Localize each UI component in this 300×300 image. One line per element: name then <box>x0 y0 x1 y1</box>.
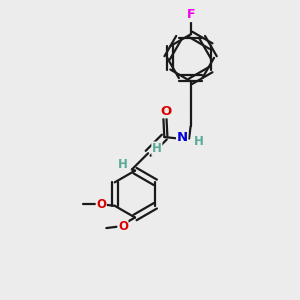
Text: F: F <box>186 8 195 22</box>
Text: H: H <box>194 135 203 148</box>
Text: O: O <box>118 220 128 233</box>
Text: H: H <box>152 142 162 155</box>
Text: N: N <box>177 131 188 144</box>
Text: O: O <box>160 105 172 118</box>
Text: O: O <box>96 198 106 211</box>
Text: H: H <box>118 158 128 171</box>
